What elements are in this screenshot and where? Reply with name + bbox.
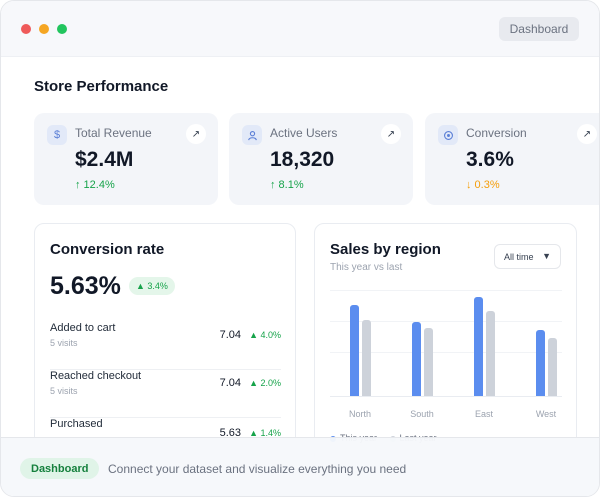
stat-change: ↓ 0.3% xyxy=(466,179,500,191)
conversion-change-badge: ▲ 3.4% xyxy=(129,277,175,295)
funnel-row[interactable]: Purchased 5.63 ▲ 1.4% xyxy=(50,418,281,466)
chart-baseline xyxy=(330,396,562,397)
footer-caption: Connect your dataset and visualize every… xyxy=(108,462,407,476)
close-window-button[interactable] xyxy=(21,24,31,34)
funnel-step-name: Purchased xyxy=(50,418,103,430)
bar-north-last-year xyxy=(361,320,371,396)
time-range-select[interactable]: All time ▼ xyxy=(494,244,561,269)
x-axis-label: West xyxy=(535,409,557,419)
funnel-row[interactable]: Reached checkout 5 visits 7.04 ▲ 2.0% xyxy=(50,370,281,418)
minimize-window-button[interactable] xyxy=(39,24,49,34)
x-axis-label: South xyxy=(410,409,434,419)
funnel-step-value: 7.04 xyxy=(219,377,241,389)
stat-value: 3.6% xyxy=(466,148,514,171)
funnel-row[interactable]: Added to cart 5 visits 7.04 ▲ 4.0% xyxy=(50,322,281,370)
funnel-step-name: Reached checkout xyxy=(50,370,142,382)
funnel-step-visits: 5 visits xyxy=(50,386,78,396)
x-axis-label: North xyxy=(348,409,371,419)
bar-west-last-year xyxy=(547,338,557,396)
bar-south-last-year xyxy=(423,328,433,396)
footer-bar: Dashboard Connect your dataset and visua… xyxy=(1,437,599,496)
conversion-value: 5.63% xyxy=(50,272,121,300)
panel-title: Conversion rate xyxy=(50,241,165,258)
stat-change: ↑ 8.1% xyxy=(270,179,304,191)
open-arrow-icon[interactable]: ↗ xyxy=(381,124,401,144)
funnel-step-value: 7.04 xyxy=(219,329,241,341)
open-arrow-icon[interactable]: ↗ xyxy=(186,124,206,144)
funnel-step-visits: 5 visits xyxy=(50,338,78,348)
bar-east-last-year xyxy=(485,311,495,396)
chart-gridline xyxy=(330,290,562,291)
chart-gridline xyxy=(330,321,562,322)
stat-label: Active Users xyxy=(270,126,338,140)
x-axis-label: East xyxy=(474,409,493,419)
bar-east-this-year xyxy=(473,297,483,396)
funnel-step-delta: ▲ 1.4% xyxy=(249,428,281,438)
chart-gridline xyxy=(330,352,562,353)
page-title: Store Performance xyxy=(34,78,169,95)
funnel-step-name: Added to cart xyxy=(50,322,116,334)
funnel-step-value: 5.63 xyxy=(219,427,241,439)
panel-title: Sales by region xyxy=(330,241,441,258)
time-range-value: All time xyxy=(504,251,534,262)
bar-west-this-year xyxy=(535,330,545,396)
funnel-step-delta: ▲ 2.0% xyxy=(249,378,281,388)
target-icon xyxy=(438,125,458,145)
footer-dashboard-badge[interactable]: Dashboard xyxy=(20,458,100,479)
bar-north-this-year xyxy=(349,305,359,396)
stat-value: $2.4M xyxy=(75,148,134,171)
stat-label: Total Revenue xyxy=(75,126,152,140)
funnel-step-delta: ▲ 4.0% xyxy=(249,330,281,340)
stat-card-active-users[interactable]: Active Users ↗ 18,320 ↑ 8.1% xyxy=(229,113,413,205)
stat-label: Conversion xyxy=(466,126,527,140)
dashboard-tab[interactable]: Dashboard xyxy=(499,17,579,41)
user-icon xyxy=(242,125,262,145)
chevron-down-icon: ▼ xyxy=(542,251,551,261)
stat-value: 18,320 xyxy=(270,148,335,171)
open-arrow-icon[interactable]: ↗ xyxy=(577,124,597,144)
row-divider xyxy=(50,417,281,418)
stat-card-revenue[interactable]: $ Total Revenue ↗ $2.4M ↑ 12.4% xyxy=(34,113,218,205)
maximize-window-button[interactable] xyxy=(57,24,67,34)
row-divider xyxy=(50,369,281,370)
stat-change: ↑ 12.4% xyxy=(75,179,115,191)
dollar-icon: $ xyxy=(47,125,67,145)
bar-south-this-year xyxy=(411,322,421,396)
stat-card-conversion[interactable]: Conversion ↗ 3.6% ↓ 0.3% xyxy=(425,113,599,205)
title-bar: Dashboard xyxy=(1,1,599,57)
panel-subtitle: This year vs last xyxy=(330,262,403,273)
